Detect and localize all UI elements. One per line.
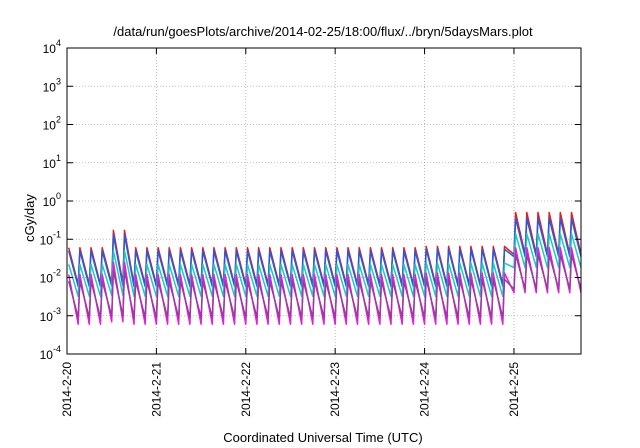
x-tick-label: 2014-2-20 xyxy=(60,362,74,417)
chart-title: /data/run/goesPlots/archive/2014-02-25/1… xyxy=(113,24,533,39)
y-tick-label: 100 xyxy=(43,191,61,209)
y-axis-label: cGy/day xyxy=(22,194,37,242)
x-tick-label: 2014-2-24 xyxy=(418,362,432,417)
x-tick-label: 2014-2-21 xyxy=(149,362,163,417)
y-tick-label: 101 xyxy=(43,153,61,171)
y-tick-label: 104 xyxy=(43,38,61,56)
x-tick-label: 2014-2-22 xyxy=(239,362,253,417)
series-line-5 xyxy=(67,253,582,319)
y-tick-label: 102 xyxy=(43,115,61,133)
axis-ticks xyxy=(66,47,581,355)
x-tick-label: 2014-2-25 xyxy=(507,362,521,417)
x-axis-label: Coordinated Universal Time (UTC) xyxy=(223,430,422,445)
x-tick-label: 2014-2-23 xyxy=(328,362,342,417)
series-group xyxy=(67,211,582,325)
y-tick-label: 10-2 xyxy=(40,268,61,286)
y-tick-label: 10-4 xyxy=(40,344,61,362)
y-tick-label: 10-1 xyxy=(40,229,61,247)
y-tick-label: 103 xyxy=(43,76,61,94)
y-tick-label: 10-3 xyxy=(40,306,61,324)
